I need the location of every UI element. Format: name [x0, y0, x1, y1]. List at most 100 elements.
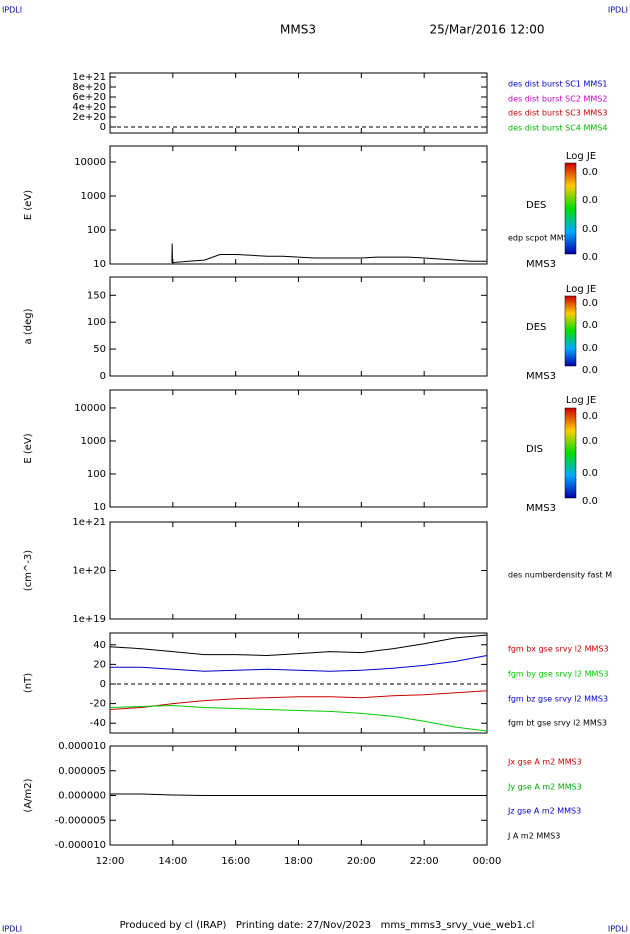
- legend-entry: des dist burst SC4 MMS4: [508, 124, 607, 133]
- legend-entry: des dist burst SC2 MMS2: [508, 95, 607, 104]
- y-tick-label: 1e+21: [72, 72, 106, 83]
- series-line: [171, 243, 487, 264]
- x-tick-label: 14:00: [158, 856, 187, 867]
- x-tick-label: 20:00: [347, 856, 376, 867]
- date: 25/Mar/2016 12:00: [430, 23, 545, 37]
- y-tick-label: -0.000010: [55, 840, 106, 851]
- panel-frame: [109, 389, 488, 508]
- legend-entry: fgm bx gse srvy l2 MMS3: [508, 645, 609, 654]
- panel-frame: [109, 632, 488, 734]
- colorbar-tick-label: 0.0: [582, 320, 598, 331]
- colorbar-tick-label: 0.0: [582, 195, 598, 206]
- series-line: [110, 655, 488, 672]
- panel-label: MMS3: [526, 503, 556, 514]
- series-line: [109, 690, 488, 710]
- y-tick-label: 0.000005: [58, 766, 106, 777]
- panel-label: MMS3: [526, 259, 556, 270]
- x-tick-label: 16:00: [221, 856, 250, 867]
- y-tick-label: 10000: [74, 157, 106, 168]
- colorbar-title: Log JE: [566, 284, 596, 295]
- y-tick-label: 0: [100, 122, 106, 133]
- legend-entry: des dist burst SC1 MMS1: [508, 80, 607, 89]
- colorbar-tick-label: 0.0: [582, 436, 598, 447]
- colorbar-tick-label: 0.0: [582, 298, 598, 309]
- y-tick-label: 100: [87, 469, 106, 480]
- legend-entry: fgm bt gse srvy l2 MMS3: [508, 719, 607, 728]
- y-tick-label: 10: [93, 259, 106, 270]
- y-tick-label: 1000: [81, 436, 106, 447]
- colorbar-tick-label: 0.0: [582, 411, 598, 422]
- legend-entry: edp scpot MMS3: [508, 234, 574, 243]
- y-axis-label: (nT): [23, 673, 34, 693]
- y-tick-label: 4e+20: [72, 102, 106, 113]
- colorbar-title: Log JE: [566, 395, 596, 406]
- y-tick-label: 1000: [81, 191, 106, 202]
- y-tick-label: 2e+20: [72, 112, 106, 123]
- series-line: [109, 634, 488, 657]
- x-tick-label: 12:00: [96, 856, 125, 867]
- panel-label: DES: [526, 200, 546, 211]
- panel-label: MMS3: [526, 371, 556, 382]
- x-tick-label: 18:00: [284, 856, 313, 867]
- y-axis-label: a (deg): [23, 308, 34, 344]
- y-tick-label: 40: [93, 640, 106, 651]
- colorbar-tick-label: 0.0: [582, 496, 598, 507]
- colorbar-tick-label: 0.0: [582, 343, 598, 354]
- y-tick-label: 0: [100, 371, 106, 382]
- y-tick-label: 100: [87, 317, 106, 328]
- panel-frame: [109, 276, 488, 377]
- colorbar-tick-label: 0.0: [582, 252, 598, 263]
- y-axis-label: (cm^-3): [23, 550, 34, 591]
- colorbar-title: Log JE: [566, 151, 596, 162]
- y-tick-label: 8e+20: [72, 82, 106, 93]
- y-axis-label: E (eV): [23, 433, 34, 463]
- y-tick-label: 0.000010: [58, 741, 106, 752]
- colorbar-tick-label: 0.0: [582, 365, 598, 376]
- colorbar-tick-label: 0.0: [582, 224, 598, 235]
- y-tick-label: 50: [93, 344, 106, 355]
- y-tick-label: 0: [100, 679, 106, 690]
- colorbar-tick-label: 0.0: [582, 468, 598, 479]
- panel-label: DES: [526, 322, 546, 333]
- legend-entry: Jx gse A m2 MMS3: [507, 758, 582, 767]
- colorbar-tick-label: 0.0: [582, 167, 598, 178]
- y-tick-label: 100: [87, 225, 106, 236]
- y-tick-label: -40: [90, 718, 106, 729]
- series-line: [110, 793, 487, 796]
- footer: Produced by cl (IRAP) Printing date: 27/…: [120, 920, 535, 931]
- series-line: [109, 704, 488, 732]
- y-tick-label: 20: [93, 659, 106, 670]
- y-tick-label: 1e+19: [72, 614, 106, 625]
- x-tick-label: 00:00: [473, 856, 502, 867]
- corner-tag: IPDLI: [608, 925, 628, 934]
- y-axis-label: E (eV): [23, 190, 34, 220]
- y-tick-label: 0.000000: [58, 791, 106, 802]
- legend-entry: Jy gse A m2 MMS3: [507, 783, 582, 792]
- corner-tag: IPDLI: [2, 6, 22, 15]
- y-tick-label: 10000: [74, 403, 106, 414]
- legend-entry: J A m2 MMS3: [507, 832, 560, 841]
- corner-tag: IPDLI: [2, 925, 22, 934]
- legend-entry: des dist burst SC3 MMS3: [508, 109, 607, 118]
- legend-entry: fgm by gse srvy l2 MMS3: [508, 670, 609, 679]
- panel-frame: [109, 145, 488, 265]
- panel-label: des numberdensity fast M: [508, 571, 612, 580]
- y-tick-label: 150: [87, 290, 106, 301]
- y-tick-label: 6e+20: [72, 92, 106, 103]
- colorbar: [564, 162, 577, 255]
- panel-frame: [109, 521, 488, 620]
- colorbar: [564, 295, 577, 367]
- colorbar: [564, 407, 577, 499]
- x-tick-label: 22:00: [410, 856, 439, 867]
- panel-frame: [109, 72, 488, 134]
- corner-tag: IPDLI: [608, 6, 628, 15]
- legend-entry: fgm bz gse srvy l2 MMS3: [508, 695, 608, 704]
- y-tick-label: -20: [90, 699, 106, 710]
- y-axis-label: (A/m2): [23, 778, 34, 812]
- panel-label: DIS: [526, 444, 543, 455]
- y-tick-label: -0.000005: [55, 815, 106, 826]
- y-tick-label: 1e+20: [72, 566, 106, 577]
- y-tick-label: 1e+21: [72, 517, 106, 528]
- legend-entry: Jz gse A m2 MMS3: [507, 807, 581, 816]
